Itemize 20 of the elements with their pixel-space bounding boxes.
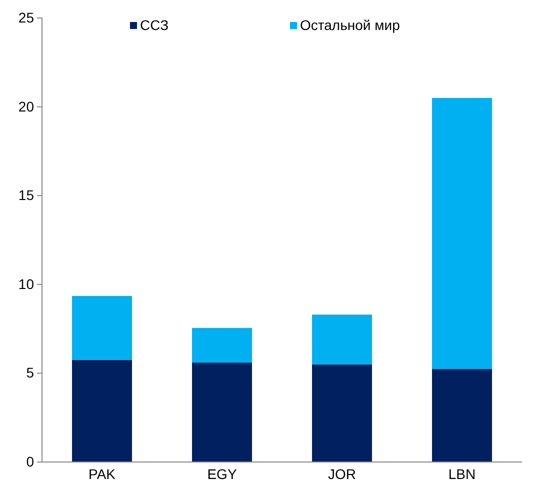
bar <box>432 98 492 369</box>
bar <box>432 368 492 462</box>
y-tick-label: 0 <box>26 453 34 470</box>
legend-label: ССЗ <box>140 17 169 33</box>
y-tick-label: 5 <box>26 364 34 381</box>
x-tick-label: LBN <box>448 466 476 482</box>
bar <box>72 360 132 462</box>
x-tick-label: EGY <box>207 466 238 482</box>
bar <box>192 362 252 462</box>
legend-label: Остальной мир <box>300 17 400 33</box>
y-tick-label: 15 <box>18 187 34 204</box>
x-tick-label: JOR <box>328 466 356 482</box>
bar <box>312 364 372 462</box>
y-tick-label: 10 <box>18 276 34 292</box>
x-tick-label: PAK <box>88 466 116 482</box>
y-tick-label: 20 <box>18 98 34 114</box>
bar <box>312 314 372 364</box>
bar <box>72 296 132 360</box>
bar <box>192 328 252 363</box>
y-tick-label: 25 <box>18 9 34 26</box>
